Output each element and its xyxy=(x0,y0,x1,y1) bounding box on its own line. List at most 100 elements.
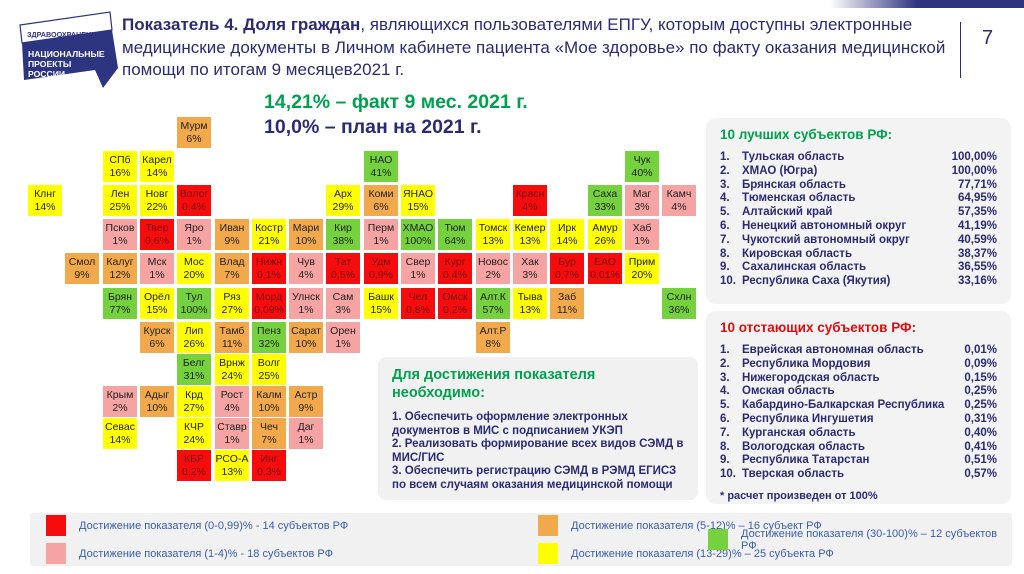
region-abbr: Крым xyxy=(106,388,134,401)
region-abbr: Мурм xyxy=(180,119,208,132)
map-tile-Хак: Хак 3% xyxy=(513,253,547,284)
region-value: 100% xyxy=(404,234,432,247)
region-abbr: Арх xyxy=(334,187,352,200)
rank-number: 3. xyxy=(720,371,730,384)
rank-row: 9. Республика Татарстан 0,51% xyxy=(720,454,997,468)
region-value: 25% xyxy=(109,200,131,213)
region-abbr: Чеч xyxy=(260,420,278,433)
region-value: 0,4% xyxy=(182,200,206,213)
region-value: 1% xyxy=(186,234,202,247)
region-abbr: Удм xyxy=(371,255,391,268)
region-value: 20% xyxy=(183,268,205,281)
region-abbr: Иван xyxy=(219,221,245,234)
region-value: 25% xyxy=(258,369,280,382)
region-abbr: Маг xyxy=(632,187,652,200)
map-tile-Пенз: Пенз 32% xyxy=(252,322,286,353)
rank-number: 1. xyxy=(720,344,730,356)
region-value: 0,3% xyxy=(257,465,281,478)
map-tile-Тюм: Тюм 64% xyxy=(438,219,472,250)
region-value: 20% xyxy=(631,268,653,281)
region-value: 27% xyxy=(221,303,243,316)
region-value: 1% xyxy=(224,433,240,446)
map-tile-Калуг: Калуг 12% xyxy=(103,253,137,284)
map-tile-Крд: Крд 27% xyxy=(177,386,211,417)
region-name: Омская область xyxy=(742,385,835,398)
map-tile-Кир: Кир 38% xyxy=(326,219,360,250)
region-value: 0,1% xyxy=(257,268,281,281)
map-tile-Орен: Орен 1% xyxy=(326,322,360,353)
legend-swatch-orange xyxy=(538,515,558,536)
region-value: 1% xyxy=(634,234,650,247)
region-percent: 100,00% xyxy=(951,164,997,177)
legend-column-1: Достижение показателя (0-0,99)% - 14 суб… xyxy=(46,513,348,566)
rank-row: 10. Республика Саха (Якутия) 33,16% xyxy=(720,275,997,289)
logo-line-1: НАЦИОНАЛЬНЫЕ xyxy=(28,49,105,59)
region-value: 15% xyxy=(407,200,429,213)
region-value: 41% xyxy=(370,166,392,179)
map-tile-Красн: Красн 4% xyxy=(513,185,547,216)
map-tile-Сам: Сам 3% xyxy=(326,288,360,319)
slide-title-bold: Показатель 4. Доля граждан xyxy=(122,15,361,34)
region-abbr: Севас xyxy=(105,420,135,433)
region-percent: 77,71% xyxy=(957,178,997,191)
region-value: 31% xyxy=(183,369,205,382)
region-abbr: Мари xyxy=(292,221,320,234)
map-tile-Амур: Амур 26% xyxy=(588,219,622,250)
map-tile-КБР: КБР 0,2% xyxy=(177,450,211,481)
region-abbr: Костр xyxy=(255,221,283,234)
actions-title: Для достижения показателя необходимо: xyxy=(392,366,684,402)
region-abbr: Морд xyxy=(255,290,283,303)
legend-item: Достижение показателя (5-12)% – 16 субъе… xyxy=(538,515,834,536)
map-tile-Улнск: Улнск 1% xyxy=(289,288,323,319)
map-tile-Орёл: Орёл 15% xyxy=(140,288,174,319)
rank-number: 4. xyxy=(720,385,730,398)
region-value: 0,5% xyxy=(331,268,355,281)
map-tile-Тыва: Тыва 13% xyxy=(513,288,547,319)
top-10-title: 10 лучших субъектов РФ: xyxy=(720,127,893,142)
map-tile-Схлн: Схлн 36% xyxy=(662,288,696,319)
logo-line-3: РОССИИ xyxy=(28,69,65,79)
map-tile-Алт.К: Алт.К 57% xyxy=(476,288,510,319)
region-abbr: Белг xyxy=(182,356,206,369)
rank-number: 5. xyxy=(720,206,730,219)
rank-row: 8. Вологодская область 0,41% xyxy=(720,441,997,455)
region-abbr: Перм xyxy=(367,221,395,234)
region-value: 32% xyxy=(258,337,280,350)
region-percent: 64,95% xyxy=(957,192,997,205)
region-value: 13% xyxy=(221,465,243,478)
rank-row: 3. Брянская область 77,71% xyxy=(720,179,997,193)
region-value: 14% xyxy=(109,433,131,446)
region-abbr: Ряз xyxy=(223,290,241,303)
region-value: 13% xyxy=(519,303,541,316)
map-tile-Перм: Перм 1% xyxy=(364,219,398,250)
region-value: 1% xyxy=(373,234,389,247)
rank-row: 4. Тюменская область 64,95% xyxy=(720,192,997,206)
region-value: 6% xyxy=(149,337,165,350)
region-abbr: ЕАО xyxy=(594,255,616,268)
region-abbr: Сарат xyxy=(291,324,321,337)
map-tile-Новг: Новг 22% xyxy=(140,185,174,216)
region-value: 0,09% xyxy=(254,303,284,316)
rank-row: 1. Еврейская автономная область 0,01% xyxy=(720,344,997,358)
region-name: Алтайский край xyxy=(742,206,833,219)
region-abbr: Лип xyxy=(184,324,204,337)
region-abbr: Пенз xyxy=(257,324,281,337)
region-value: 0,7% xyxy=(555,268,579,281)
region-value: 33% xyxy=(594,200,616,213)
map-tile-Волг: Волг 25% xyxy=(252,354,286,385)
region-name: Тверская область xyxy=(742,468,845,481)
rank-row: 1. Тульская область 100,00% xyxy=(720,151,997,165)
region-percent: 40,59% xyxy=(957,233,997,246)
region-abbr: Кир xyxy=(334,221,352,234)
region-name: Республика Саха (Якутия) xyxy=(742,275,891,288)
region-abbr: Карел xyxy=(142,153,172,166)
actions-title-line1: Для достижения показателя xyxy=(392,367,596,383)
legend-item: Достижение показателя (30-100)% – 12 суб… xyxy=(708,528,1012,552)
map-tile-Брян: Брян 77% xyxy=(103,288,137,319)
region-value: 3% xyxy=(522,268,538,281)
rank-row: 5. Кабардино-Балкарская Республика 0,25% xyxy=(720,399,997,413)
legend-item: Достижение показателя (13-29)% – 25 субъ… xyxy=(538,543,834,564)
map-tile-Заб: Заб 11% xyxy=(550,288,584,319)
region-value: 14% xyxy=(556,234,578,247)
rank-number: 3. xyxy=(720,178,730,191)
